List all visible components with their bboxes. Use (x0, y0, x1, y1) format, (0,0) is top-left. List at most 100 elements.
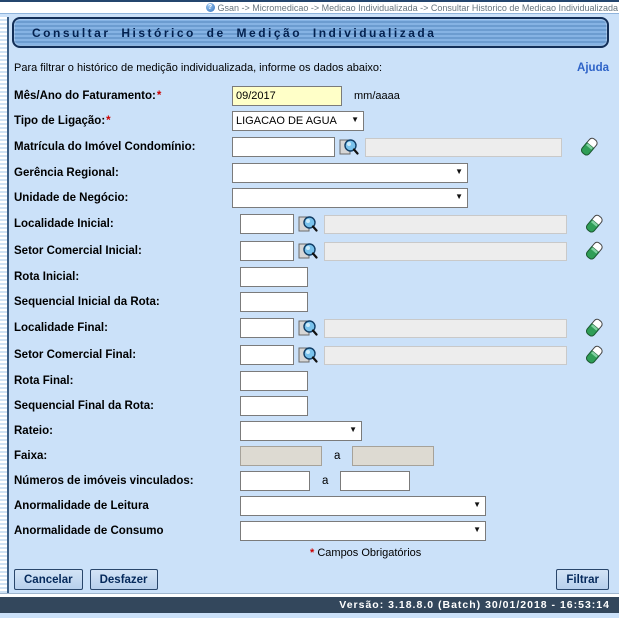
localidade-final-eraser-button[interactable] (584, 317, 604, 339)
desfazer-button[interactable]: Desfazer (89, 569, 158, 590)
unidade-label: Unidade de Negócio: (14, 192, 129, 204)
filter-form: Para filtrar o histórico de medição indi… (11, 52, 619, 593)
unidade-negocio-select[interactable] (232, 188, 468, 208)
search-icon (298, 242, 318, 259)
imoveis-vinculados-label: Números de imóveis vinculados: (14, 475, 194, 487)
localidade-final-label: Localidade Final: (14, 322, 108, 334)
row-gerencia: Gerência Regional: ▼ (14, 163, 609, 183)
mes-ano-input[interactable] (232, 86, 342, 106)
version-text: Versão: 3.18.8.0 (Batch) 30/01/2018 - 16… (339, 599, 610, 611)
required-asterisk: * (310, 547, 315, 559)
row-sequencial-final: Sequencial Final da Rota: (14, 396, 609, 416)
matricula-eraser-button[interactable] (579, 136, 599, 158)
localidade-final-search-button[interactable] (297, 318, 318, 339)
eraser-icon (586, 345, 603, 364)
search-icon (298, 319, 318, 336)
rateio-select[interactable] (240, 421, 362, 441)
faixa-separator: a (334, 450, 341, 462)
search-icon (339, 138, 359, 155)
search-icon (298, 215, 318, 232)
eraser-icon (586, 318, 603, 337)
setor-final-search-button[interactable] (297, 345, 318, 366)
gerencia-regional-select[interactable] (232, 163, 468, 183)
rota-final-label: Rota Final: (14, 375, 74, 387)
setor-inicial-display-field (324, 241, 567, 261)
sequencial-inicial-input[interactable] (240, 292, 308, 312)
imoveis-separator: a (322, 475, 329, 487)
cancelar-button[interactable]: Cancelar (14, 569, 83, 590)
row-sequencial-inicial: Sequencial Inicial da Rota: (14, 292, 609, 312)
anormalidade-consumo-label: Anormalidade de Consumo (14, 525, 164, 537)
imoveis-vinculados-from-input[interactable] (240, 471, 310, 491)
ajuda-link[interactable]: Ajuda (577, 62, 609, 74)
row-matricula: Matrícula do Imóvel Condomínio: (14, 136, 609, 158)
faixa-label: Faixa: (14, 450, 48, 462)
localidade-final-display-field (324, 318, 567, 338)
required-asterisk: * (156, 90, 162, 102)
matricula-input[interactable] (232, 137, 335, 157)
intro-text: Para filtrar o histórico de medição indi… (14, 62, 383, 74)
row-anormalidade-leitura: Anormalidade de Leitura ▼ (14, 496, 609, 516)
frame-left-strip (0, 17, 9, 593)
version-footer: Versão: 3.18.8.0 (Batch) 30/01/2018 - 16… (0, 597, 619, 613)
localidade-inicial-search-button[interactable] (297, 214, 318, 235)
setor-inicial-search-button[interactable] (297, 241, 318, 262)
tipo-ligacao-select[interactable]: LIGACAO DE AGUA (232, 111, 364, 131)
breadcrumb-text: Gsan -> Micromedicao -> Medicao Individu… (217, 2, 618, 13)
sequencial-final-input[interactable] (240, 396, 308, 416)
setor-final-label: Setor Comercial Final: (14, 349, 137, 361)
row-setor-inicial: Setor Comercial Inicial: (14, 240, 609, 262)
localidade-inicial-eraser-button[interactable] (584, 213, 604, 235)
anormalidade-consumo-select[interactable] (240, 521, 486, 541)
row-anormalidade-consumo: Anormalidade de Consumo ▼ (14, 521, 609, 541)
localidade-final-input[interactable] (240, 318, 294, 338)
setor-comercial-inicial-input[interactable] (240, 241, 294, 261)
rota-inicial-label: Rota Inicial: (14, 271, 80, 283)
page-title-bar: Consultar Histórico de Medição Individua… (12, 17, 609, 48)
setor-inicial-eraser-button[interactable] (584, 240, 604, 262)
setor-comercial-final-input[interactable] (240, 345, 294, 365)
row-faixa: Faixa: a (14, 446, 609, 466)
setor-inicial-label: Setor Comercial Inicial: (14, 245, 142, 257)
row-unidade: Unidade de Negócio: ▼ (14, 188, 609, 208)
sequencial-inicial-label: Sequencial Inicial da Rota: (14, 296, 160, 308)
imoveis-vinculados-to-input[interactable] (340, 471, 411, 491)
eraser-icon (586, 241, 603, 260)
row-rateio: Rateio: ▼ (14, 421, 609, 441)
matricula-label: Matrícula do Imóvel Condomínio: (14, 141, 196, 153)
row-setor-final: Setor Comercial Final: (14, 344, 609, 366)
page-title: Consultar Histórico de Medição Individua… (32, 25, 437, 40)
setor-final-display-field (324, 345, 567, 365)
row-mes-ano: Mês/Ano do Faturamento:* mm/aaaa (14, 86, 609, 106)
rota-inicial-input[interactable] (240, 267, 308, 287)
filtrar-button[interactable]: Filtrar (556, 569, 609, 590)
localidade-inicial-label: Localidade Inicial: (14, 218, 114, 230)
rateio-label: Rateio: (14, 425, 53, 437)
row-rota-final: Rota Final: (14, 371, 609, 391)
gerencia-label: Gerência Regional: (14, 167, 119, 179)
faixa-from-input (240, 446, 322, 466)
row-localidade-final: Localidade Final: (14, 317, 609, 339)
matricula-display-field (365, 137, 562, 157)
localidade-inicial-input[interactable] (240, 214, 294, 234)
help-icon: ? (205, 3, 215, 12)
required-fields-note: * Campos Obrigatórios (310, 547, 422, 559)
search-icon (298, 346, 318, 363)
row-localidade-inicial: Localidade Inicial: (14, 213, 609, 235)
row-tipo-ligacao: Tipo de Ligação:* LIGACAO DE AGUA ▼ (14, 111, 609, 131)
anormalidade-leitura-select[interactable] (240, 496, 486, 516)
matricula-search-button[interactable] (338, 137, 359, 158)
required-asterisk: * (106, 115, 111, 127)
setor-final-eraser-button[interactable] (584, 344, 604, 366)
rota-final-input[interactable] (240, 371, 308, 391)
eraser-icon (586, 214, 603, 233)
tipo-ligacao-label: Tipo de Ligação:* (14, 115, 111, 127)
mes-ano-label: Mês/Ano do Faturamento:* (14, 90, 162, 102)
row-imoveis-vinculados: Números de imóveis vinculados: a (14, 471, 609, 491)
breadcrumb: ? Gsan -> Micromedicao -> Medicao Indivi… (0, 0, 619, 14)
sequencial-final-label: Sequencial Final da Rota: (14, 400, 154, 412)
faixa-to-input (352, 446, 435, 466)
anormalidade-leitura-label: Anormalidade de Leitura (14, 500, 149, 512)
button-row: Cancelar Desfazer Filtrar (14, 569, 609, 590)
eraser-icon (581, 137, 598, 156)
